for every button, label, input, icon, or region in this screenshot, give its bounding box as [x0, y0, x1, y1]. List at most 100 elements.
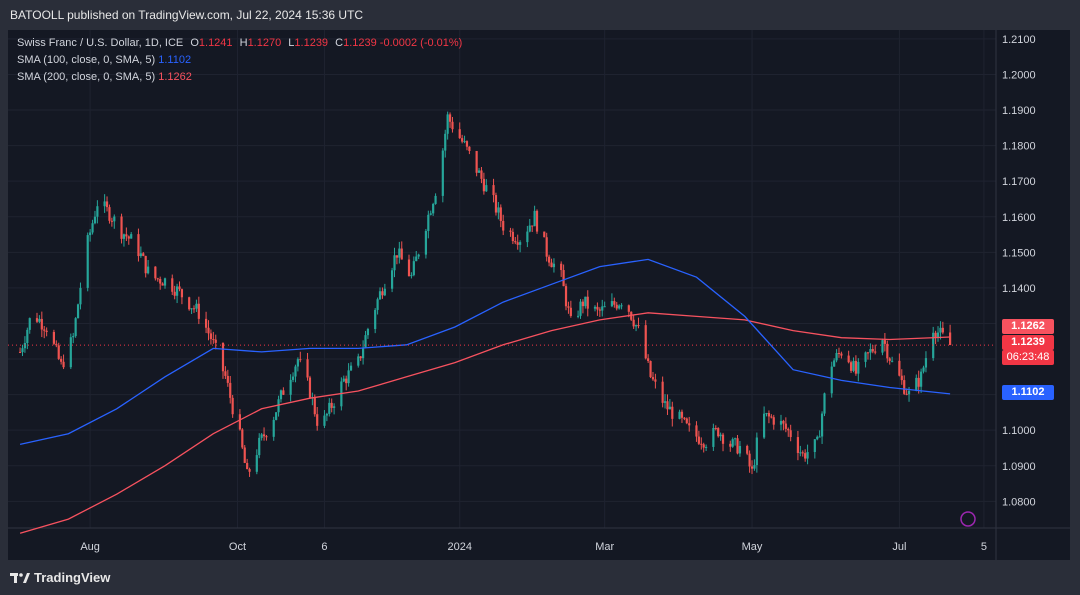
candle-up	[275, 412, 278, 420]
candle-down	[514, 241, 517, 243]
candle-down	[127, 236, 130, 239]
candle-up	[765, 413, 768, 415]
candle-up	[719, 434, 722, 437]
candle-up	[705, 446, 708, 448]
candle-down	[685, 418, 688, 424]
candle-up	[122, 234, 126, 239]
symbol-name[interactable]: Swiss Franc / U.S. Dollar, 1D, ICE	[17, 37, 184, 49]
candle-up	[864, 352, 867, 362]
candle-up	[347, 370, 350, 384]
candle-up	[497, 207, 500, 213]
candle-down	[214, 339, 217, 343]
y-tick-label: 1.2000	[1002, 69, 1036, 81]
y-tick-label: 1.1700	[1002, 176, 1036, 188]
candle-down	[789, 430, 792, 438]
candle-up	[412, 261, 415, 276]
candle-down	[18, 351, 22, 353]
candle-up	[891, 360, 894, 362]
candle-up	[424, 230, 428, 255]
candle-down	[511, 231, 514, 242]
candle-down	[886, 343, 889, 359]
candle-down	[142, 253, 145, 256]
candle-up	[272, 419, 275, 437]
y-tick-label: 1.1500	[1002, 247, 1036, 259]
candle-down	[613, 301, 616, 305]
candle-up	[444, 133, 447, 151]
candle-down	[651, 377, 655, 380]
candle-down	[231, 397, 234, 415]
tradingview-logo[interactable]: TradingView	[10, 570, 110, 585]
candle-up	[731, 439, 734, 447]
chart-background	[8, 30, 1070, 560]
close-value: 1.1239	[343, 37, 377, 49]
candle-up	[258, 437, 261, 456]
chart-area[interactable]: 1.2100 1.2000 1.1900 1.1800 1.1700 1.1600 1.15…	[8, 30, 1070, 560]
x-tick-label: Jul	[892, 541, 906, 553]
candle-up	[103, 201, 106, 207]
candle-up	[584, 296, 587, 307]
candle-down	[171, 278, 174, 292]
candle-down	[567, 306, 570, 308]
candle-up	[852, 360, 855, 371]
candle-down	[714, 428, 717, 430]
candle-down	[125, 234, 128, 237]
candle-up	[96, 206, 99, 217]
top-bar: BATOOLL published on TradingView.com, Ju…	[0, 0, 1080, 30]
candle-down	[702, 444, 705, 448]
candle-up	[734, 438, 737, 440]
candle-up	[38, 318, 41, 322]
candle-down	[465, 141, 469, 147]
candle-up	[618, 305, 621, 309]
candle-down	[787, 428, 790, 431]
candle-up	[528, 225, 531, 232]
candle-down	[299, 359, 302, 361]
candle-down	[847, 355, 850, 363]
candle-down	[400, 248, 403, 260]
candle-down	[178, 286, 181, 290]
candle-down	[784, 423, 787, 429]
candle-down	[154, 266, 157, 279]
candle-down	[772, 417, 775, 425]
candle-down	[903, 380, 906, 394]
legend-sma100-row[interactable]: SMA (100, close, 0, SMA, 5) 1.1102	[17, 52, 462, 69]
candle-down	[45, 330, 48, 332]
candle-up	[857, 361, 860, 374]
candle-up	[28, 318, 31, 330]
candle-up	[799, 452, 802, 454]
candle-down	[241, 429, 244, 448]
candle-down	[238, 414, 242, 430]
candle-up	[74, 318, 77, 337]
candle-down	[35, 318, 39, 322]
candle-down	[221, 342, 225, 372]
candle-down	[560, 263, 563, 271]
candle-up	[610, 301, 614, 307]
sma200-value: 1.1262	[158, 71, 192, 83]
candle-down	[224, 371, 227, 376]
candle-down	[451, 121, 454, 130]
candle-up	[678, 411, 681, 419]
candle-up	[374, 309, 377, 330]
candle-up	[349, 365, 353, 371]
y-tick-label: 1.1600	[1002, 212, 1036, 224]
candle-down	[108, 207, 111, 221]
footer: TradingView	[0, 560, 1080, 595]
high-value: 1.1270	[247, 37, 282, 49]
x-tick-label: Aug	[80, 541, 100, 553]
candle-down	[207, 327, 210, 334]
candle-down	[248, 469, 251, 472]
candle-up	[415, 256, 418, 262]
x-tick-label: 5	[981, 541, 987, 553]
candle-up	[86, 235, 89, 288]
candle-up	[924, 358, 928, 368]
candle-up	[712, 428, 715, 447]
legend-sma200-row[interactable]: SMA (200, close, 0, SMA, 5) 1.1262	[17, 69, 462, 86]
candle-down	[661, 381, 664, 403]
candle-up	[21, 348, 24, 353]
publish-info: BATOOLL published on TradingView.com, Ju…	[10, 8, 364, 22]
candle-up	[79, 287, 82, 305]
candle-down	[306, 359, 309, 378]
candle-down	[666, 401, 669, 410]
y-tick-label: 1.1400	[1002, 283, 1036, 295]
candle-up	[753, 465, 756, 469]
candle-down	[60, 358, 63, 362]
